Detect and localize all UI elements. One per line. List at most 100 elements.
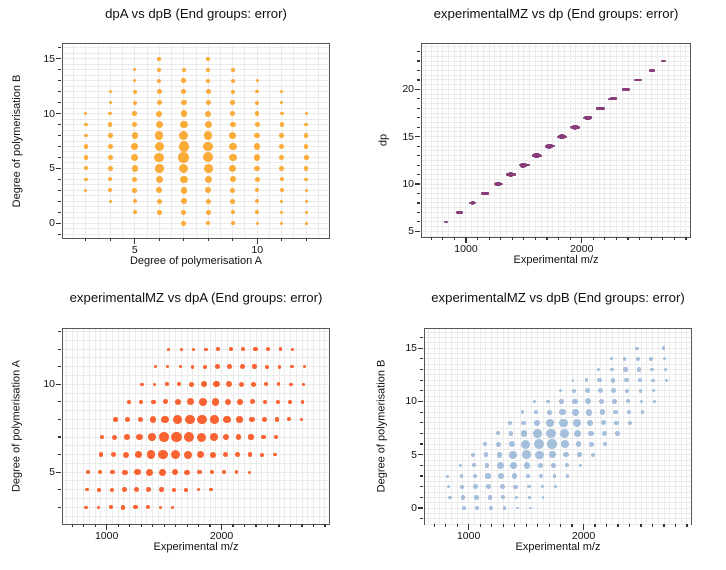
grid-line-vertical bbox=[600, 329, 602, 524]
data-point bbox=[230, 78, 235, 83]
axis-tick-y-minor bbox=[417, 126, 421, 128]
grid-line-horizontal bbox=[63, 178, 329, 180]
data-point bbox=[541, 496, 545, 499]
axis-tick-x-minor bbox=[592, 237, 594, 240]
axis-tick-y-minor bbox=[417, 173, 421, 176]
grid-line-vertical bbox=[669, 329, 671, 524]
axis-tick-x-minor bbox=[628, 524, 631, 527]
axis-tick-x-major bbox=[134, 238, 136, 244]
grid-line-vertical bbox=[508, 329, 510, 524]
data-point bbox=[610, 367, 615, 372]
grid-line-horizontal bbox=[422, 164, 690, 166]
grid-line-horizontal bbox=[425, 486, 691, 488]
data-point bbox=[264, 382, 269, 387]
grid-line-horizontal bbox=[422, 192, 690, 194]
axis-tick-y-minor bbox=[420, 411, 424, 413]
grid-line-horizontal bbox=[422, 136, 690, 138]
grid-line-horizontal bbox=[422, 221, 690, 223]
data-point bbox=[109, 487, 114, 492]
data-point bbox=[280, 100, 284, 105]
grid-line-vertical bbox=[232, 329, 234, 524]
axis-tick-x-minor bbox=[312, 524, 315, 527]
axis-tick-y-minor bbox=[420, 368, 424, 371]
data-point bbox=[572, 398, 578, 405]
grid-line-vertical bbox=[514, 329, 516, 524]
axis-tick-y-minor bbox=[420, 475, 424, 477]
grid-line-horizontal bbox=[63, 410, 329, 412]
data-point bbox=[154, 152, 165, 163]
data-point bbox=[299, 417, 304, 422]
data-point bbox=[626, 399, 631, 404]
data-point bbox=[253, 346, 258, 352]
data-point bbox=[601, 431, 607, 436]
grid-line-horizontal bbox=[425, 363, 691, 365]
axis-tick-y-minor bbox=[420, 464, 424, 466]
grid-line-horizontal bbox=[425, 502, 691, 504]
data-point bbox=[255, 210, 259, 215]
axis-tick-x-minor bbox=[140, 524, 142, 527]
axis-tick-y-minor bbox=[417, 69, 421, 72]
grid-line-vertical bbox=[629, 329, 631, 524]
grid-line-horizontal bbox=[63, 173, 329, 175]
data-point bbox=[445, 220, 449, 224]
grid-line-vertical bbox=[301, 329, 303, 524]
grid-line-vertical bbox=[465, 44, 467, 237]
axis-tick-x-major bbox=[220, 524, 223, 530]
data-point bbox=[287, 417, 292, 422]
data-point bbox=[132, 111, 138, 116]
data-point bbox=[134, 451, 142, 459]
grid-line-vertical bbox=[295, 329, 297, 524]
axis-tick-x-minor bbox=[558, 237, 560, 240]
data-point bbox=[277, 364, 282, 369]
grid-line-horizontal bbox=[425, 496, 691, 498]
grid-line-horizontal bbox=[422, 131, 690, 133]
axis-tick-y-minor bbox=[420, 496, 424, 498]
data-point bbox=[155, 175, 163, 183]
data-point bbox=[278, 347, 283, 352]
grid-line-vertical bbox=[644, 44, 646, 237]
grid-line-horizontal bbox=[63, 515, 329, 517]
data-point bbox=[183, 431, 195, 443]
grid-line-vertical bbox=[456, 329, 458, 524]
grid-line-vertical bbox=[656, 44, 658, 237]
axis-tick-y-minor bbox=[58, 418, 62, 421]
data-point bbox=[627, 410, 631, 415]
axis-tick-y-minor bbox=[417, 98, 421, 100]
grid-line-vertical bbox=[680, 329, 682, 524]
data-point bbox=[163, 399, 169, 405]
grid-line-horizontal bbox=[63, 222, 329, 224]
grid-line-vertical bbox=[111, 329, 113, 524]
axis-tick-x-minor bbox=[674, 524, 677, 527]
data-point bbox=[639, 78, 643, 82]
data-point bbox=[585, 408, 593, 416]
axis-tick-y-major bbox=[417, 454, 424, 456]
grid-line-vertical bbox=[427, 329, 429, 524]
data-point bbox=[498, 473, 505, 480]
grid-line-horizontal bbox=[425, 512, 691, 514]
data-point bbox=[520, 439, 530, 449]
data-point bbox=[572, 418, 581, 427]
grid-line-vertical bbox=[442, 44, 444, 237]
data-point bbox=[84, 122, 88, 127]
data-point bbox=[301, 382, 305, 386]
data-point bbox=[179, 120, 188, 129]
grid-line-horizontal bbox=[63, 401, 329, 403]
data-point bbox=[133, 487, 140, 493]
data-point bbox=[663, 59, 667, 63]
grid-line-vertical bbox=[674, 329, 676, 524]
data-point bbox=[533, 399, 537, 403]
axis-tick-x-minor bbox=[289, 524, 292, 527]
grid-line-horizontal bbox=[422, 216, 690, 218]
data-point bbox=[178, 141, 189, 152]
axis-tick-x-minor bbox=[445, 524, 447, 527]
data-point bbox=[248, 434, 254, 440]
data-point bbox=[514, 495, 519, 499]
grid-line-horizontal bbox=[422, 74, 690, 76]
grid-line-vertical bbox=[117, 329, 119, 524]
data-point bbox=[458, 463, 463, 468]
axis-tick-x-minor bbox=[255, 524, 257, 527]
grid-line-horizontal bbox=[63, 129, 329, 131]
axis-tick-y-minor bbox=[420, 443, 424, 445]
grid-line-horizontal bbox=[425, 331, 691, 333]
axis-tick-x-minor bbox=[186, 524, 188, 527]
